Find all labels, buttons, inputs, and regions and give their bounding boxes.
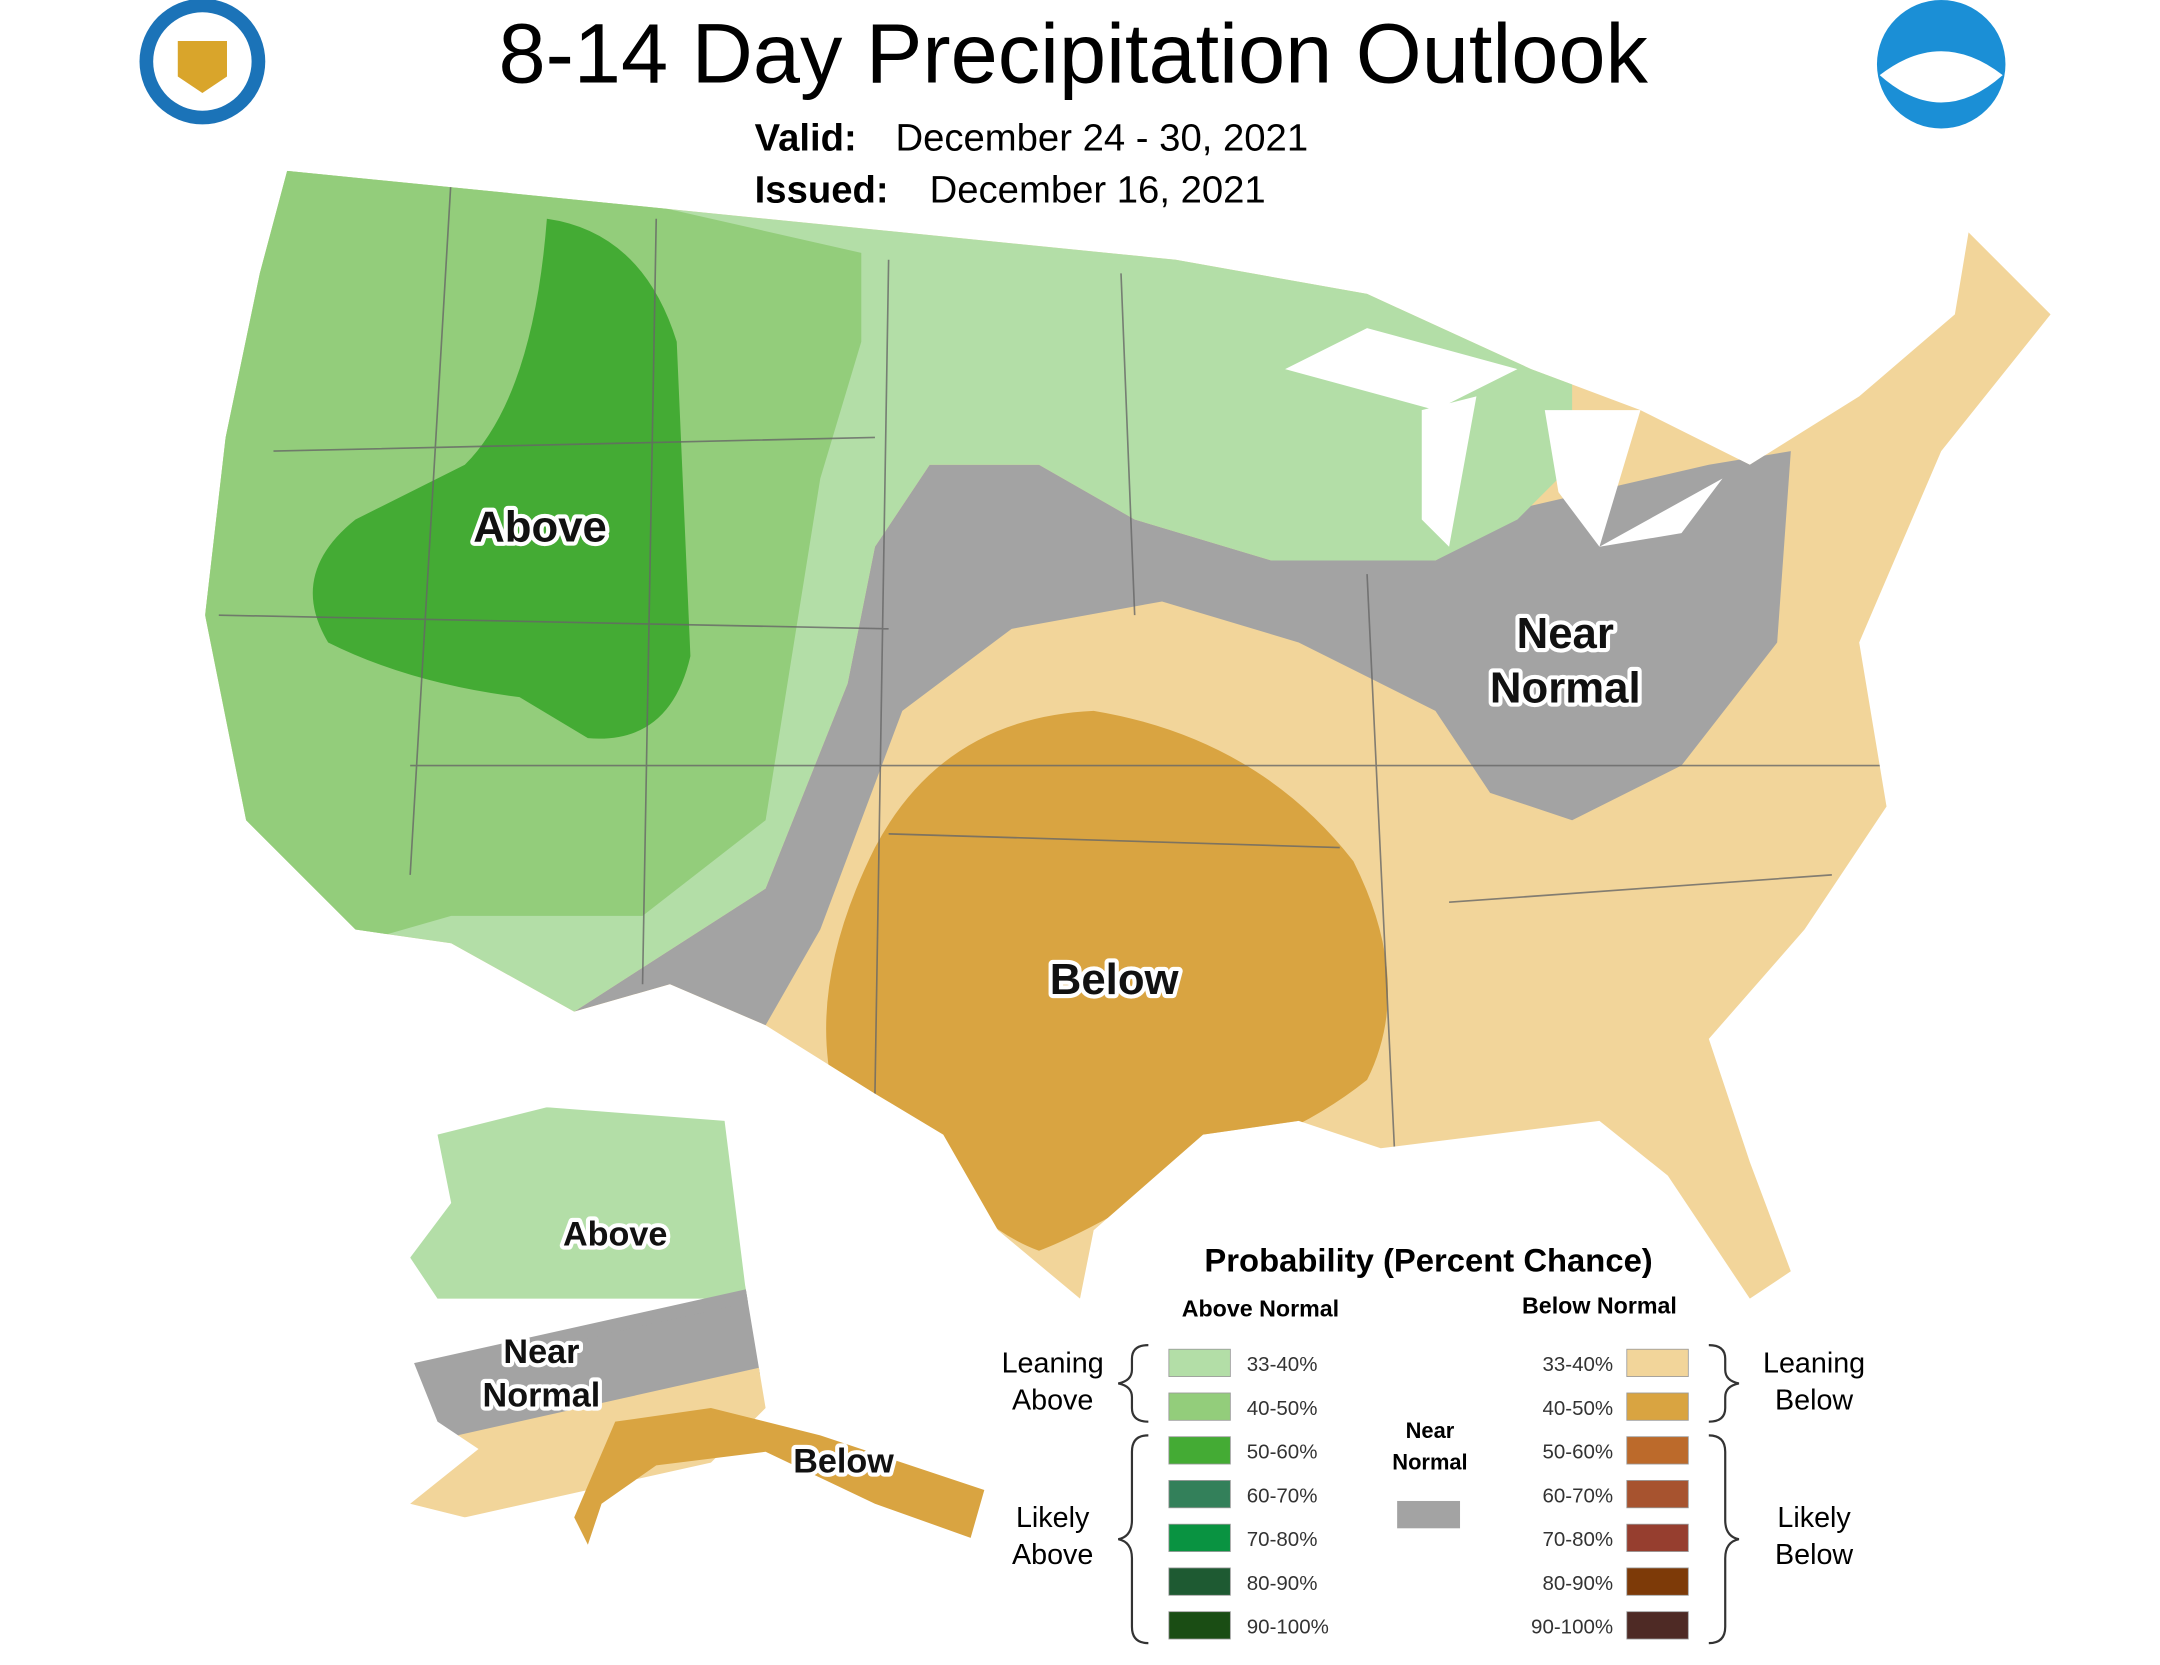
legend-swatch xyxy=(1168,1348,1231,1377)
legend-item-label: 33-40% xyxy=(1247,1353,1318,1376)
legend-swatch xyxy=(1168,1436,1231,1465)
region-label: Above xyxy=(473,502,607,551)
legend-swatch xyxy=(1626,1480,1689,1509)
commerce-logo xyxy=(139,0,266,125)
legend-swatch xyxy=(1626,1567,1689,1596)
legend-swatch xyxy=(1626,1348,1689,1377)
legend-group: Above xyxy=(1012,1384,1093,1416)
legend-group: Likely xyxy=(1777,1502,1851,1534)
legend-group: Above xyxy=(1012,1539,1093,1571)
legend-item-label: 40-50% xyxy=(1247,1397,1318,1420)
region-label: Normal xyxy=(1490,664,1641,713)
legend-near-normal: Normal xyxy=(1392,1450,1467,1475)
title: 8-14 Day Precipitation Outlook xyxy=(498,6,1648,101)
legend-item-label: 80-90% xyxy=(1247,1572,1318,1595)
legend-swatch xyxy=(1168,1567,1231,1596)
legend-swatch xyxy=(1168,1480,1231,1509)
legend-group: Leaning xyxy=(1002,1347,1104,1379)
legend-title: Probability (Percent Chance) xyxy=(1204,1241,1652,1278)
region-label: Below xyxy=(793,1442,894,1480)
valid-label: Valid: xyxy=(755,116,857,159)
legend-swatch xyxy=(1397,1500,1461,1529)
legend-item-label: 33-40% xyxy=(1542,1353,1613,1376)
legend-item-label: 50-60% xyxy=(1542,1441,1613,1464)
region-label: Near xyxy=(503,1333,579,1371)
legend-item-label: 80-90% xyxy=(1542,1572,1613,1595)
alaska-panhandle xyxy=(574,1408,985,1545)
legend-item-label: 90-100% xyxy=(1531,1616,1613,1639)
legend-item-label: 70-80% xyxy=(1542,1528,1613,1551)
legend-item-label: 50-60% xyxy=(1247,1441,1318,1464)
issued-label: Issued: xyxy=(755,168,889,211)
legend-item-label: 40-50% xyxy=(1542,1397,1613,1420)
legend-swatch xyxy=(1168,1392,1231,1421)
legend-heading: Below Normal xyxy=(1522,1293,1677,1319)
legend-swatch xyxy=(1626,1523,1689,1552)
conus-map xyxy=(205,170,2051,1299)
legend-heading: Above Normal xyxy=(1182,1295,1339,1321)
legend-group: Likely xyxy=(1016,1502,1090,1534)
legend-item-label: 60-70% xyxy=(1247,1484,1318,1507)
legend-group: Leaning xyxy=(1763,1347,1865,1379)
region-label: Below xyxy=(1050,955,1180,1004)
region-label: Above xyxy=(563,1215,667,1253)
legend-group: Below xyxy=(1775,1384,1853,1416)
legend-swatch xyxy=(1626,1392,1689,1421)
legend-swatch xyxy=(1168,1611,1231,1640)
noaa-logo xyxy=(1876,0,2006,129)
region-label: Normal xyxy=(483,1377,601,1415)
legend-near-normal: Near xyxy=(1406,1418,1455,1443)
legend-swatch xyxy=(1168,1523,1231,1552)
legend-item-label: 60-70% xyxy=(1542,1484,1613,1507)
legend: Probability (Percent Chance) Above Norma… xyxy=(1002,1241,1865,1645)
legend-item-label: 70-80% xyxy=(1247,1528,1318,1551)
legend-item-label: 90-100% xyxy=(1247,1616,1329,1639)
region-label: Near xyxy=(1517,609,1614,658)
legend-group: Below xyxy=(1775,1539,1853,1571)
legend-swatch xyxy=(1626,1436,1689,1465)
issued-date: December 16, 2021 xyxy=(930,168,1266,211)
valid-date: December 24 - 30, 2021 xyxy=(895,116,1308,159)
legend-swatch xyxy=(1626,1611,1689,1640)
